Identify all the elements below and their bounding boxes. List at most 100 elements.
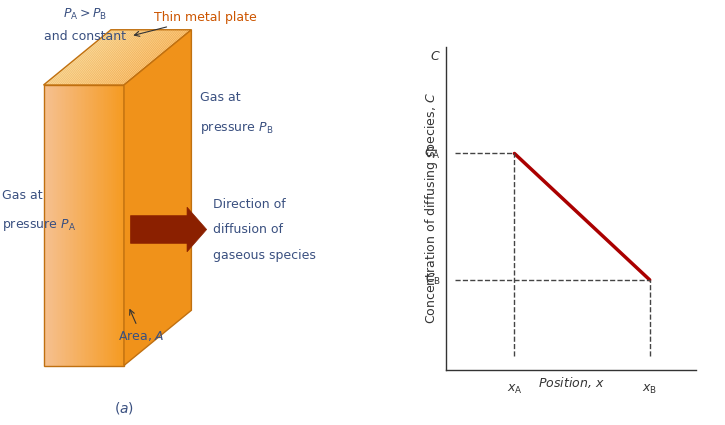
Polygon shape: [91, 85, 92, 365]
Polygon shape: [115, 85, 116, 365]
Polygon shape: [64, 30, 133, 85]
Polygon shape: [62, 30, 131, 85]
Polygon shape: [120, 30, 189, 85]
Polygon shape: [44, 30, 113, 85]
Polygon shape: [49, 30, 119, 85]
Polygon shape: [74, 30, 143, 85]
Polygon shape: [86, 30, 155, 85]
Polygon shape: [83, 30, 153, 85]
Polygon shape: [75, 30, 145, 85]
Polygon shape: [44, 85, 45, 365]
Polygon shape: [112, 85, 113, 365]
Polygon shape: [80, 85, 81, 365]
Text: and constant: and constant: [44, 30, 126, 42]
Polygon shape: [67, 85, 69, 365]
Text: gaseous species: gaseous species: [213, 249, 316, 261]
Polygon shape: [78, 85, 80, 365]
Polygon shape: [86, 85, 88, 365]
Polygon shape: [99, 85, 100, 365]
Polygon shape: [124, 30, 191, 366]
Polygon shape: [88, 85, 89, 365]
Polygon shape: [48, 85, 49, 365]
Polygon shape: [94, 85, 96, 365]
Polygon shape: [61, 85, 62, 365]
Text: Gas at: Gas at: [200, 91, 241, 104]
Polygon shape: [81, 85, 83, 365]
Polygon shape: [114, 30, 183, 85]
Polygon shape: [106, 30, 175, 85]
Polygon shape: [57, 30, 127, 85]
Text: $C_\mathrm{B}$: $C_\mathrm{B}$: [425, 272, 441, 287]
Text: Thin metal plate: Thin metal plate: [134, 11, 257, 36]
Polygon shape: [116, 30, 186, 85]
Polygon shape: [96, 30, 165, 85]
Polygon shape: [59, 85, 61, 365]
Polygon shape: [78, 30, 147, 85]
Polygon shape: [108, 85, 109, 365]
Polygon shape: [66, 85, 67, 365]
Polygon shape: [45, 85, 46, 365]
Polygon shape: [58, 85, 59, 365]
Polygon shape: [65, 85, 66, 365]
Polygon shape: [108, 30, 178, 85]
Text: pressure $P_\mathrm{B}$: pressure $P_\mathrm{B}$: [200, 119, 273, 136]
Polygon shape: [107, 85, 108, 365]
Polygon shape: [85, 85, 86, 365]
Text: Area, $A$: Area, $A$: [118, 310, 165, 343]
Polygon shape: [97, 85, 99, 365]
Polygon shape: [67, 30, 137, 85]
Polygon shape: [104, 85, 105, 365]
Polygon shape: [72, 85, 73, 365]
Polygon shape: [90, 30, 160, 85]
Polygon shape: [92, 30, 161, 85]
Polygon shape: [66, 30, 135, 85]
Y-axis label: Concentration of diffusing species, $C$: Concentration of diffusing species, $C$: [423, 92, 440, 324]
Polygon shape: [64, 85, 65, 365]
Text: $(a)$: $(a)$: [114, 400, 134, 416]
Polygon shape: [94, 30, 163, 85]
Polygon shape: [46, 85, 48, 365]
Polygon shape: [70, 30, 139, 85]
Polygon shape: [48, 30, 117, 85]
Polygon shape: [54, 30, 123, 85]
Text: $C$: $C$: [430, 50, 441, 63]
Polygon shape: [72, 30, 141, 85]
Polygon shape: [98, 30, 167, 85]
Polygon shape: [89, 85, 91, 365]
Polygon shape: [119, 85, 120, 365]
Polygon shape: [69, 85, 70, 365]
Text: $C_\mathrm{A}$: $C_\mathrm{A}$: [424, 146, 441, 161]
Polygon shape: [46, 30, 115, 85]
Polygon shape: [51, 85, 53, 365]
Polygon shape: [117, 85, 119, 365]
Polygon shape: [88, 30, 157, 85]
Polygon shape: [118, 30, 187, 85]
Polygon shape: [54, 85, 56, 365]
Polygon shape: [102, 30, 171, 85]
Polygon shape: [83, 85, 85, 365]
Polygon shape: [110, 30, 179, 85]
Polygon shape: [96, 85, 97, 365]
Text: Direction of: Direction of: [213, 198, 286, 210]
Polygon shape: [105, 85, 107, 365]
Text: $x_\mathrm{B}$: $x_\mathrm{B}$: [642, 382, 658, 396]
Polygon shape: [62, 85, 64, 365]
Polygon shape: [56, 30, 125, 85]
X-axis label: Position, $x$: Position, $x$: [538, 375, 604, 390]
Polygon shape: [59, 30, 129, 85]
Polygon shape: [116, 85, 117, 365]
Polygon shape: [70, 85, 72, 365]
Polygon shape: [112, 30, 181, 85]
Polygon shape: [104, 30, 173, 85]
Polygon shape: [93, 85, 94, 365]
Polygon shape: [49, 85, 50, 365]
Polygon shape: [92, 85, 93, 365]
Polygon shape: [109, 85, 110, 365]
Polygon shape: [123, 85, 124, 365]
Text: diffusion of: diffusion of: [213, 223, 283, 236]
Polygon shape: [121, 85, 123, 365]
Polygon shape: [73, 85, 75, 365]
Polygon shape: [51, 30, 121, 85]
Polygon shape: [77, 85, 78, 365]
Polygon shape: [130, 207, 207, 252]
